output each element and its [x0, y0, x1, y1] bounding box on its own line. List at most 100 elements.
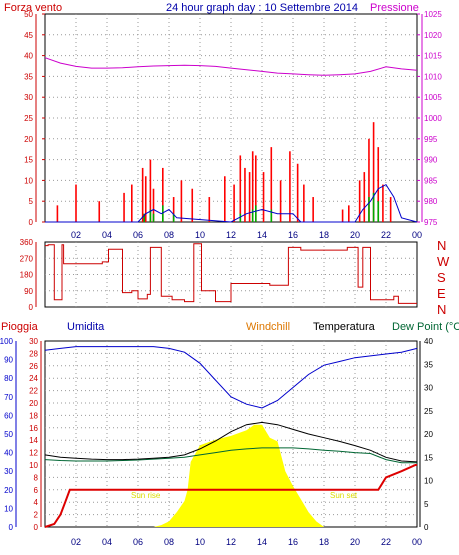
- rain-tick-label: 24: [29, 374, 38, 383]
- y-tick-label: 40: [24, 52, 33, 61]
- y-tick-label: 35: [24, 72, 33, 81]
- series-line-rain: [44, 464, 417, 528]
- humidity-tick-label: 20: [4, 486, 13, 495]
- x-tick-label: 04: [102, 537, 112, 547]
- y-tick-label: 0: [29, 303, 34, 312]
- dewpoint-label: Dew Point (°C: [392, 321, 459, 333]
- humidity-tick-label: 10: [4, 504, 13, 513]
- series-line-direction: [45, 243, 417, 304]
- weather-axes: 0102030405060708090100024681012141618202…: [0, 337, 433, 547]
- x-tick-label: 12: [226, 537, 236, 547]
- rain-tick-label: 12: [29, 449, 38, 458]
- rain-tick-label: 6: [34, 486, 39, 495]
- humidity-label: Umidita: [67, 321, 105, 333]
- y2-tick-label: 1015: [424, 52, 442, 61]
- x-tick-label: 10: [195, 230, 205, 240]
- y2-tick-label: 1010: [424, 72, 442, 81]
- y2-tick-label: 1020: [424, 31, 442, 40]
- y2-tick-label: 985: [424, 176, 438, 185]
- x-tick-label: 14: [257, 537, 267, 547]
- x-tick-label: 08: [164, 230, 174, 240]
- rain-tick-label: 26: [29, 362, 38, 371]
- pressure-label: Pressione: [370, 2, 419, 14]
- rain-tick-label: 28: [29, 349, 38, 358]
- y2-tick-label: 995: [424, 135, 438, 144]
- y2-tick-label: 1005: [424, 93, 442, 102]
- temp-tick-label: 15: [424, 453, 433, 462]
- rain-tick-label: 20: [29, 399, 38, 408]
- weather-marks: [44, 346, 418, 528]
- rain-tick-label: 18: [29, 411, 38, 420]
- rain-tick-label: 2: [34, 511, 39, 520]
- y-tick-label: 180: [20, 271, 34, 280]
- y2-tick-label: 975: [424, 218, 438, 227]
- temp-tick-label: 5: [424, 500, 429, 509]
- direction-marks: [45, 243, 417, 304]
- x-tick-label: 10: [195, 537, 205, 547]
- temp-tick-label: 40: [424, 337, 433, 346]
- humidity-tick-label: 80: [4, 374, 13, 383]
- wind-axes: 0510152025303540455097598098599099510001…: [24, 10, 442, 240]
- y-tick-label: 25: [24, 114, 33, 123]
- chart-title: 24 hour graph day : 10 Settembre 2014: [166, 2, 358, 14]
- humidity-tick-label: 30: [4, 467, 13, 476]
- rain-tick-label: 30: [29, 337, 38, 346]
- series-line-dewpoint: [44, 447, 417, 464]
- y2-tick-label: 1025: [424, 10, 442, 19]
- x-tick-label: 20: [350, 230, 360, 240]
- series-area-radiation: [153, 424, 324, 527]
- x-tick-label: 00: [412, 537, 422, 547]
- x-tick-label: 14: [257, 230, 267, 240]
- y2-tick-label: 990: [424, 156, 438, 165]
- y-tick-label: 10: [24, 176, 33, 185]
- x-tick-label: 22: [381, 230, 391, 240]
- x-tick-label: 18: [319, 230, 329, 240]
- x-tick-label: 02: [71, 537, 81, 547]
- y-tick-label: 30: [24, 93, 33, 102]
- rain-tick-label: 8: [34, 473, 39, 482]
- x-tick-label: 04: [102, 230, 112, 240]
- windchill-label: Windchill: [246, 321, 290, 333]
- y-tick-label: 0: [29, 218, 34, 227]
- y-tick-label: 90: [24, 287, 33, 296]
- humidity-tick-label: 60: [4, 411, 13, 420]
- sunrise-label: Sun rise: [131, 491, 161, 500]
- direction-letter: N: [437, 238, 446, 253]
- direction-letter: E: [437, 286, 446, 301]
- rain-tick-label: 0: [34, 523, 39, 532]
- y-tick-label: 5: [29, 197, 34, 206]
- rain-tick-label: 10: [29, 461, 38, 470]
- x-tick-label: 02: [71, 230, 81, 240]
- x-tick-label: 16: [288, 537, 298, 547]
- series-line-temperature: [44, 421, 418, 463]
- direction-letter: W: [437, 254, 450, 269]
- rain-tick-label: 16: [29, 424, 38, 433]
- wind-force-label: Forza vento: [4, 2, 62, 14]
- direction-grid: [45, 242, 417, 307]
- y-tick-label: 360: [20, 238, 34, 247]
- y-tick-label: 20: [24, 135, 33, 144]
- x-tick-label: 20: [350, 537, 360, 547]
- temp-tick-label: 25: [424, 407, 433, 416]
- sunset-label: Sun set: [330, 491, 358, 500]
- temp-tick-label: 35: [424, 360, 433, 369]
- humidity-tick-label: 40: [4, 449, 13, 458]
- x-tick-label: 08: [164, 537, 174, 547]
- humidity-tick-label: 0: [9, 523, 14, 532]
- rain-tick-label: 14: [29, 436, 38, 445]
- y-tick-label: 50: [24, 10, 33, 19]
- temp-tick-label: 30: [424, 384, 433, 393]
- series-line-humidity: [44, 346, 418, 409]
- humidity-tick-label: 90: [4, 356, 13, 365]
- x-tick-label: 22: [381, 537, 391, 547]
- rain-label: Pioggia: [1, 321, 39, 333]
- y2-tick-label: 1000: [424, 114, 442, 123]
- rain-tick-label: 22: [29, 387, 38, 396]
- x-tick-label: 00: [412, 230, 422, 240]
- x-tick-label: 16: [288, 230, 298, 240]
- humidity-tick-label: 50: [4, 430, 13, 439]
- y-tick-label: 45: [24, 31, 33, 40]
- direction-letter: N: [437, 302, 446, 317]
